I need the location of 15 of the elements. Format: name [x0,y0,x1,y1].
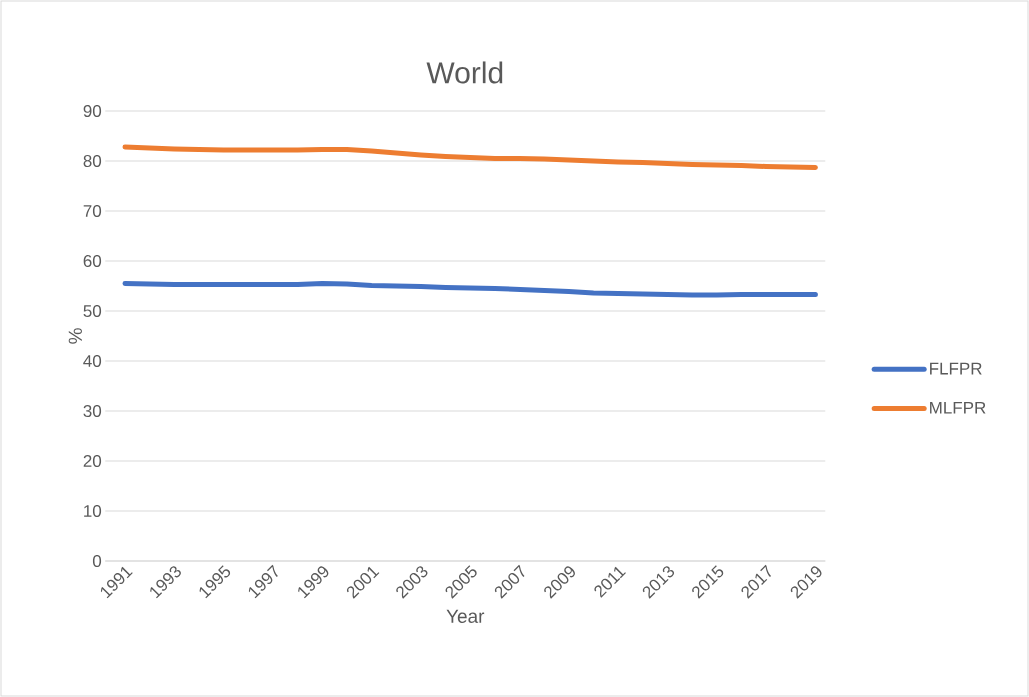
y-tick-label: 90 [83,104,102,118]
chart-title: World [426,61,503,84]
y-tick-label: 70 [83,204,102,218]
legend-label: MLFPR [930,401,986,414]
y-tick-label: 50 [83,304,102,318]
legend-label: FLFPR [930,362,982,375]
y-tick-label: 20 [83,454,102,468]
y-tick-label: 10 [84,504,102,518]
y-tick-label: 40 [83,354,102,368]
y-tick-label: 0 [92,554,102,568]
y-tick-label: 30 [83,404,102,418]
y-tick-label: 60 [83,254,102,268]
y-axis-title: % [68,328,82,344]
y-tick-label: 80 [83,154,102,168]
x-axis-title: Year [446,609,485,623]
